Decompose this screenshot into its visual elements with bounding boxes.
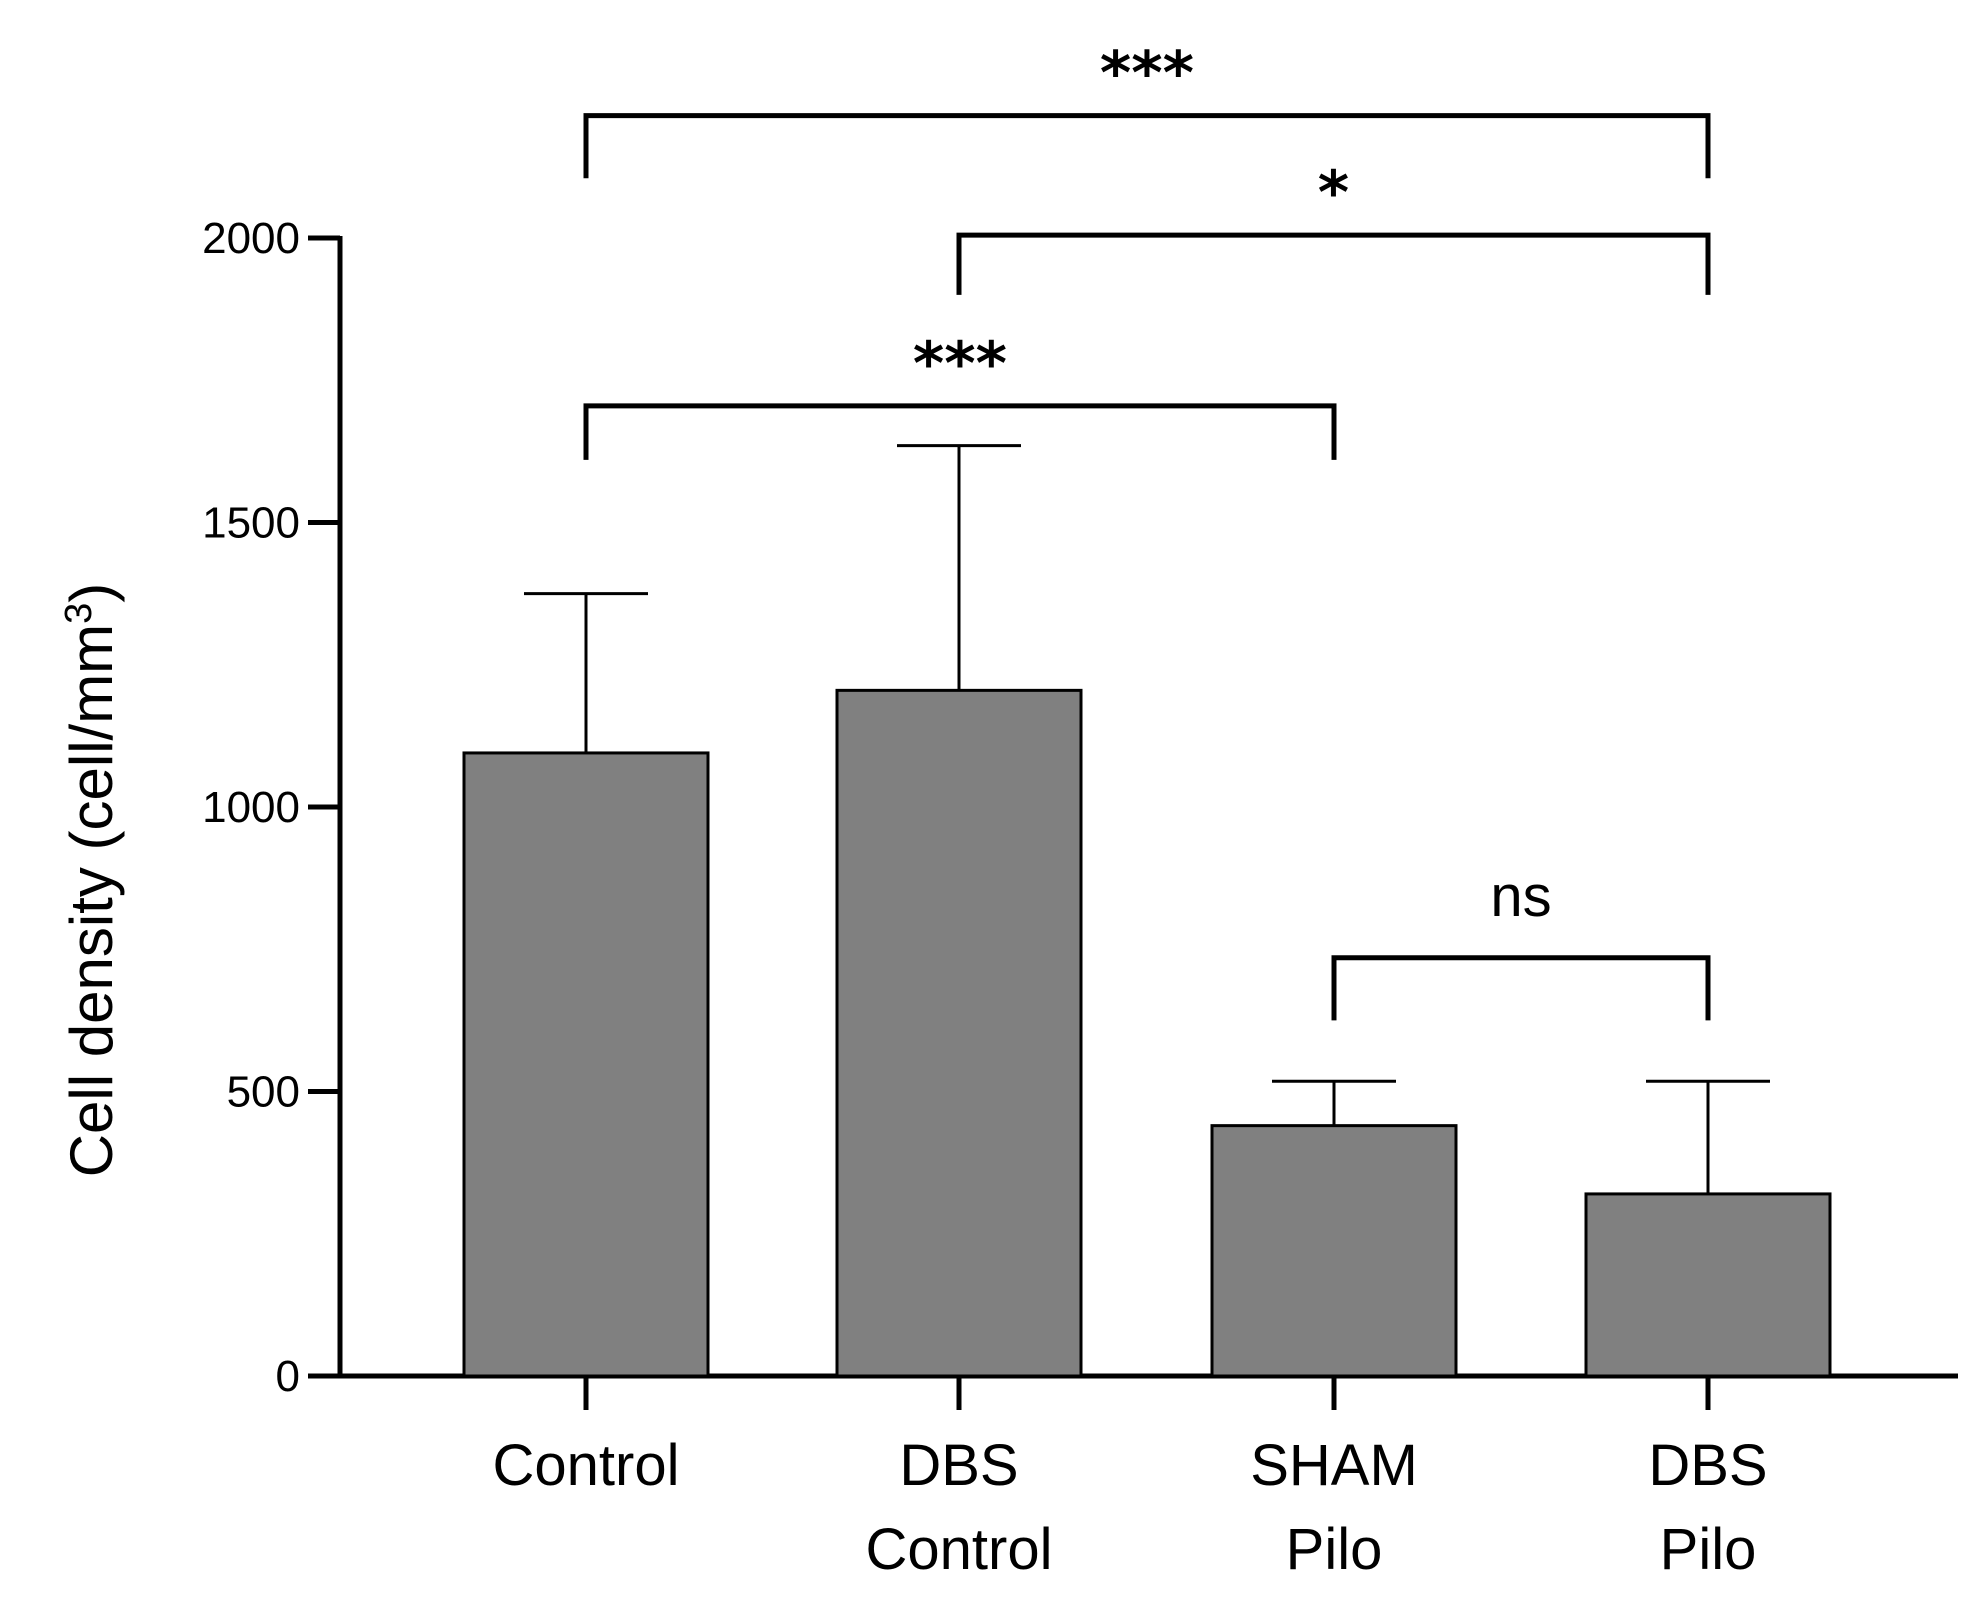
bars xyxy=(462,688,1832,1378)
significance-label-0: *** xyxy=(1100,39,1194,109)
bar-0 xyxy=(462,751,710,1378)
significance-brackets: *******ns xyxy=(583,39,1711,1021)
y-axis-title-superscript: 3 xyxy=(58,603,100,624)
category-label-1-line-0: DBS xyxy=(899,1433,1018,1498)
significance-bracket-3 xyxy=(1331,955,1711,1021)
bar-1 xyxy=(835,688,1083,1378)
y-tick-label-0: 0 xyxy=(276,1352,300,1401)
category-label-2-line-1: Pilo xyxy=(1286,1517,1383,1582)
category-label-1-line-1: Control xyxy=(866,1517,1053,1582)
bar-3 xyxy=(1584,1192,1832,1378)
y-axis-title-main: Cell density (cell/mm xyxy=(58,624,125,1177)
significance-label-2: *** xyxy=(913,329,1007,399)
y-tick-label-1000: 1000 xyxy=(202,783,300,832)
y-tick-label-2000: 2000 xyxy=(202,214,300,263)
category-label-3-line-1: Pilo xyxy=(1660,1517,1757,1582)
category-label-0-line-0: Control xyxy=(493,1433,680,1498)
significance-label-1: * xyxy=(1318,158,1349,228)
y-axis-title: Cell density (cell/mm3) xyxy=(58,583,125,1178)
y-tick-label-1500: 1500 xyxy=(202,499,300,548)
category-label-3-line-0: DBS xyxy=(1648,1433,1767,1498)
error-bars xyxy=(524,444,1770,1194)
significance-label-3: ns xyxy=(1490,864,1551,929)
category-label-2-line-0: SHAM xyxy=(1250,1433,1418,1498)
bar-2 xyxy=(1210,1124,1458,1378)
y-tick-label-500: 500 xyxy=(227,1068,300,1117)
significance-bracket-0 xyxy=(583,113,1711,179)
category-labels: Control DBS Control SHAM Pilo DBS Pilo xyxy=(493,1433,1768,1582)
y-axis-title-close: ) xyxy=(58,583,125,603)
significance-bracket-2 xyxy=(583,403,1337,460)
significance-bracket-1 xyxy=(956,232,1711,295)
